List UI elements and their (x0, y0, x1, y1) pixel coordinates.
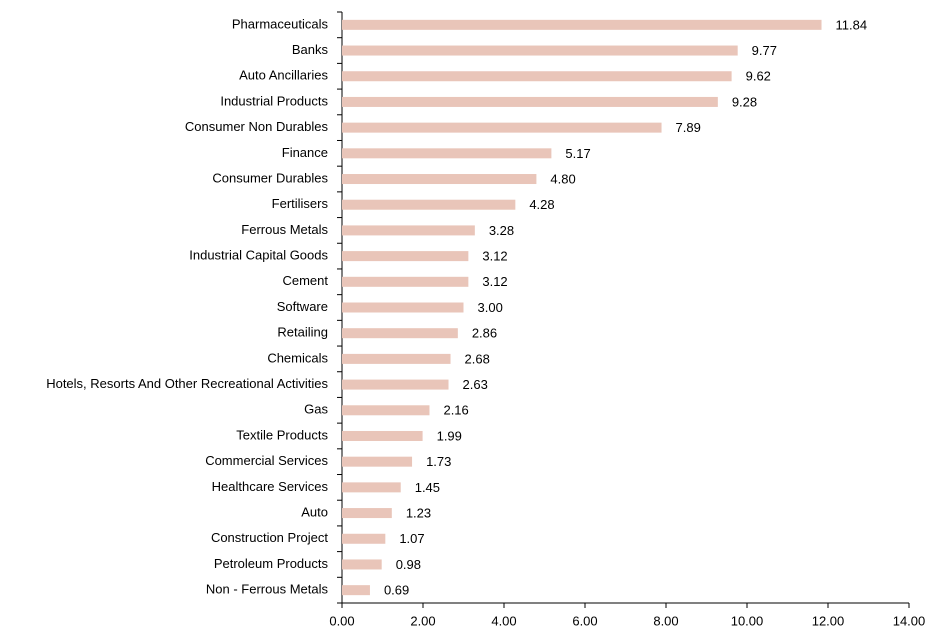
bar (342, 225, 475, 236)
value-label: 3.12 (482, 249, 507, 264)
bar (342, 302, 464, 313)
y-tick-label: Cement (282, 273, 328, 288)
bar (342, 405, 430, 416)
bar (342, 276, 469, 287)
bar (342, 379, 449, 390)
y-tick-label: Healthcare Services (212, 479, 329, 494)
value-label: 3.12 (482, 274, 507, 289)
bar (342, 96, 718, 107)
value-label: 2.68 (465, 351, 490, 366)
y-tick-label: Consumer Durables (212, 170, 328, 185)
y-tick-label: Industrial Capital Goods (189, 248, 328, 263)
y-tick-label: Industrial Products (220, 93, 328, 108)
value-label: 9.62 (746, 69, 771, 84)
y-tick-label: Hotels, Resorts And Other Recreational A… (46, 376, 328, 391)
bar (342, 559, 382, 570)
x-tick-label: 0.00 (329, 613, 354, 628)
bar (342, 533, 386, 544)
x-tick-label: 4.00 (491, 613, 516, 628)
bar (342, 482, 401, 493)
x-tick-label: 12.00 (812, 613, 845, 628)
value-label: 9.28 (732, 94, 757, 109)
y-tick-label: Gas (304, 402, 328, 417)
value-label: 0.69 (384, 583, 409, 598)
y-tick-label: Ferrous Metals (241, 222, 328, 237)
bar (342, 328, 458, 339)
bar (342, 19, 822, 30)
value-label: 11.84 (836, 17, 868, 32)
y-tick-label: Auto (301, 505, 328, 520)
y-tick-label: Fertilisers (272, 196, 329, 211)
bar (342, 251, 469, 262)
x-tick-label: 8.00 (653, 613, 678, 628)
x-tick-label: 2.00 (410, 613, 435, 628)
y-tick-label: Chemicals (267, 350, 328, 365)
value-label: 1.07 (399, 531, 424, 546)
bar (342, 71, 732, 82)
y-tick-label: Commercial Services (205, 453, 328, 468)
y-tick-label: Pharmaceuticals (232, 16, 329, 31)
bar (342, 430, 423, 441)
value-label: 1.73 (426, 454, 451, 469)
value-label: 1.23 (406, 506, 431, 521)
y-tick-label: Retailing (277, 325, 328, 340)
value-label: 9.77 (752, 43, 777, 58)
value-label: 3.00 (478, 300, 503, 315)
bar (342, 45, 738, 56)
y-tick-label: Textile Products (236, 427, 328, 442)
x-tick-label: 14.00 (893, 613, 926, 628)
x-tick-label: 10.00 (731, 613, 764, 628)
bar (342, 456, 413, 467)
value-label: 4.80 (550, 171, 575, 186)
value-label: 7.89 (676, 120, 701, 135)
y-tick-label: Software (277, 299, 328, 314)
y-tick-label: Finance (282, 145, 328, 160)
x-tick-label: 6.00 (572, 613, 597, 628)
value-label: 2.63 (463, 377, 488, 392)
value-label: 5.17 (565, 146, 590, 161)
value-label: 1.99 (437, 428, 462, 443)
value-label: 2.16 (443, 403, 468, 418)
y-tick-label: Non - Ferrous Metals (206, 582, 329, 597)
bar (342, 174, 537, 185)
value-label: 2.86 (472, 326, 497, 341)
value-label: 1.45 (415, 480, 440, 495)
y-tick-label: Petroleum Products (214, 556, 329, 571)
value-label: 4.28 (529, 197, 554, 212)
bar (342, 353, 451, 364)
bar (342, 585, 370, 596)
y-tick-label: Construction Project (211, 530, 328, 545)
bar (342, 199, 516, 210)
y-tick-label: Consumer Non Durables (185, 119, 329, 134)
value-label: 0.98 (396, 557, 421, 572)
bar (342, 122, 662, 133)
y-tick-label: Auto Ancillaries (239, 68, 328, 83)
bar (342, 508, 392, 519)
bar (342, 148, 552, 159)
value-label: 3.28 (489, 223, 514, 238)
y-tick-label: Banks (292, 42, 329, 57)
